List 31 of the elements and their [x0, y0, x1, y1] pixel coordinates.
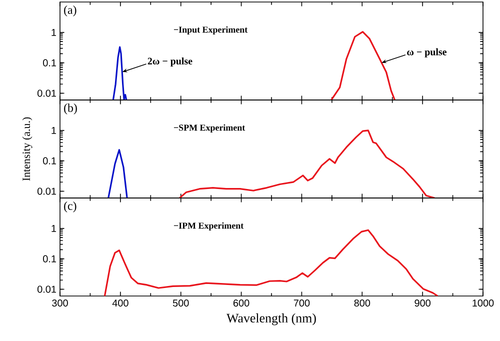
annotation: −Input Experiment	[174, 26, 248, 34]
y-tick-label: 0.01	[37, 90, 56, 97]
x-tick-label: 300	[52, 300, 68, 307]
y-axis-title: Intensity (a.u.)	[22, 117, 32, 181]
y-tick-label: 1	[52, 28, 56, 36]
x-tick-label: 700	[294, 300, 310, 307]
line-series	[112, 46, 128, 100]
y-tick-label: 0.01	[37, 286, 56, 293]
annotation: ω − pulse	[407, 48, 447, 58]
y-tick-label: 1	[52, 126, 56, 134]
annotation: −IPM Experiment	[174, 222, 244, 230]
x-axis-title: Wavelength (nm)	[226, 313, 316, 326]
line-series	[104, 229, 438, 296]
annotation: 2ω − pulse	[148, 57, 192, 67]
y-tick-label: 0.1	[43, 157, 56, 164]
x-tick-label: 800	[354, 300, 370, 307]
y-tick-label: 0.1	[43, 59, 56, 66]
line-series	[108, 149, 128, 198]
annotation: (c)	[64, 202, 76, 212]
annotation: (b)	[64, 104, 77, 114]
line-series	[330, 30, 396, 100]
annotation: −SPM Experiment	[174, 124, 246, 132]
annotation: (a)	[64, 6, 76, 16]
x-tick-label: 900	[414, 300, 430, 307]
y-tick-label: 1	[52, 224, 56, 232]
x-tick-label: 600	[233, 300, 250, 307]
x-tick-label: 400	[112, 300, 128, 307]
y-tick-label: 0.01	[37, 188, 56, 195]
y-tick-label: 0.1	[43, 255, 56, 262]
x-tick-label: 1000	[472, 300, 494, 307]
x-tick-label: 500	[172, 300, 189, 307]
